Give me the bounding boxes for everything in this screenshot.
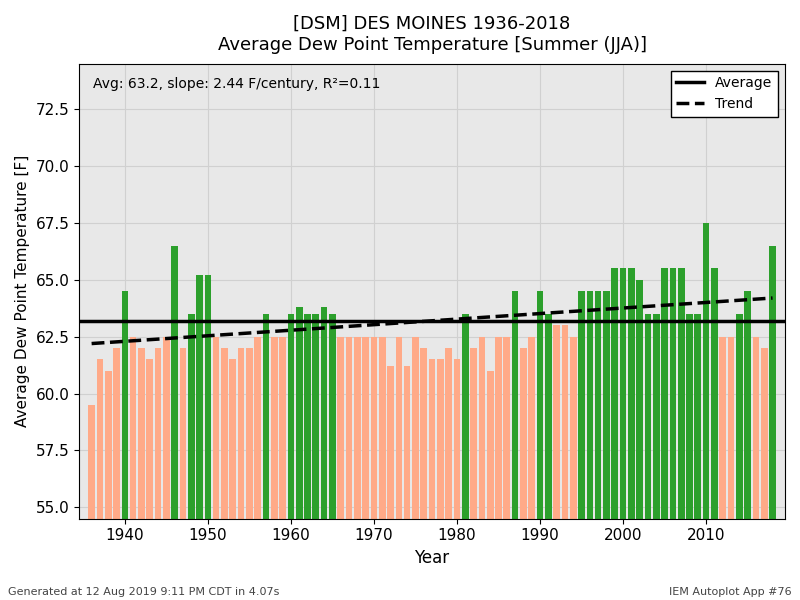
Bar: [338, 337, 344, 600]
Bar: [246, 348, 253, 600]
Bar: [412, 337, 418, 600]
Bar: [487, 371, 494, 600]
Bar: [570, 337, 577, 600]
Bar: [146, 359, 153, 600]
Bar: [470, 348, 477, 600]
Bar: [329, 314, 336, 600]
Bar: [736, 314, 742, 600]
Text: Generated at 12 Aug 2019 9:11 PM CDT in 4.07s: Generated at 12 Aug 2019 9:11 PM CDT in …: [8, 587, 279, 597]
Bar: [105, 371, 111, 600]
Bar: [279, 337, 286, 600]
Y-axis label: Average Dew Point Temperature [F]: Average Dew Point Temperature [F]: [15, 155, 30, 427]
Bar: [130, 337, 137, 600]
Bar: [761, 348, 767, 600]
Bar: [653, 314, 660, 600]
Bar: [462, 314, 469, 600]
Bar: [213, 337, 219, 600]
Bar: [171, 246, 178, 600]
Bar: [495, 337, 502, 600]
Bar: [113, 348, 120, 600]
Bar: [719, 337, 726, 600]
X-axis label: Year: Year: [414, 549, 450, 567]
Text: IEM Autoplot App #76: IEM Autoplot App #76: [670, 587, 792, 597]
Bar: [387, 366, 394, 600]
Bar: [603, 291, 610, 600]
Bar: [370, 337, 378, 600]
Bar: [97, 359, 103, 600]
Bar: [636, 280, 643, 600]
Bar: [628, 268, 634, 600]
Bar: [379, 337, 386, 600]
Bar: [196, 275, 203, 600]
Bar: [362, 337, 369, 600]
Bar: [537, 291, 543, 600]
Bar: [221, 348, 228, 600]
Bar: [678, 268, 685, 600]
Bar: [287, 314, 294, 600]
Bar: [454, 359, 460, 600]
Bar: [662, 268, 668, 600]
Bar: [586, 291, 593, 600]
Bar: [354, 337, 361, 600]
Bar: [694, 314, 701, 600]
Bar: [446, 348, 452, 600]
Bar: [313, 314, 319, 600]
Bar: [620, 268, 626, 600]
Bar: [180, 348, 186, 600]
Bar: [478, 337, 486, 600]
Bar: [395, 337, 402, 600]
Bar: [702, 223, 710, 600]
Bar: [711, 268, 718, 600]
Bar: [529, 337, 535, 600]
Bar: [753, 337, 759, 600]
Bar: [554, 325, 560, 600]
Bar: [645, 314, 651, 600]
Bar: [770, 246, 776, 600]
Bar: [429, 359, 435, 600]
Bar: [404, 366, 410, 600]
Bar: [562, 325, 568, 600]
Bar: [254, 337, 261, 600]
Legend: Average, Trend: Average, Trend: [671, 71, 778, 116]
Title: [DSM] DES MOINES 1936-2018
Average Dew Point Temperature [Summer (JJA)]: [DSM] DES MOINES 1936-2018 Average Dew P…: [218, 15, 646, 54]
Bar: [88, 405, 95, 600]
Bar: [154, 348, 162, 600]
Bar: [271, 337, 278, 600]
Bar: [346, 337, 352, 600]
Bar: [304, 314, 311, 600]
Bar: [188, 314, 194, 600]
Bar: [520, 348, 526, 600]
Bar: [122, 291, 128, 600]
Text: Avg: 63.2, slope: 2.44 F/century, R²=0.11: Avg: 63.2, slope: 2.44 F/century, R²=0.1…: [94, 77, 381, 91]
Bar: [238, 348, 245, 600]
Bar: [163, 337, 170, 600]
Bar: [437, 359, 444, 600]
Bar: [578, 291, 585, 600]
Bar: [670, 268, 676, 600]
Bar: [744, 291, 751, 600]
Bar: [503, 337, 510, 600]
Bar: [611, 268, 618, 600]
Bar: [421, 348, 427, 600]
Bar: [321, 307, 327, 600]
Bar: [296, 307, 302, 600]
Bar: [262, 314, 270, 600]
Bar: [728, 337, 734, 600]
Bar: [138, 348, 145, 600]
Bar: [686, 314, 693, 600]
Bar: [545, 314, 552, 600]
Bar: [230, 359, 236, 600]
Bar: [595, 291, 602, 600]
Bar: [512, 291, 518, 600]
Bar: [205, 275, 211, 600]
